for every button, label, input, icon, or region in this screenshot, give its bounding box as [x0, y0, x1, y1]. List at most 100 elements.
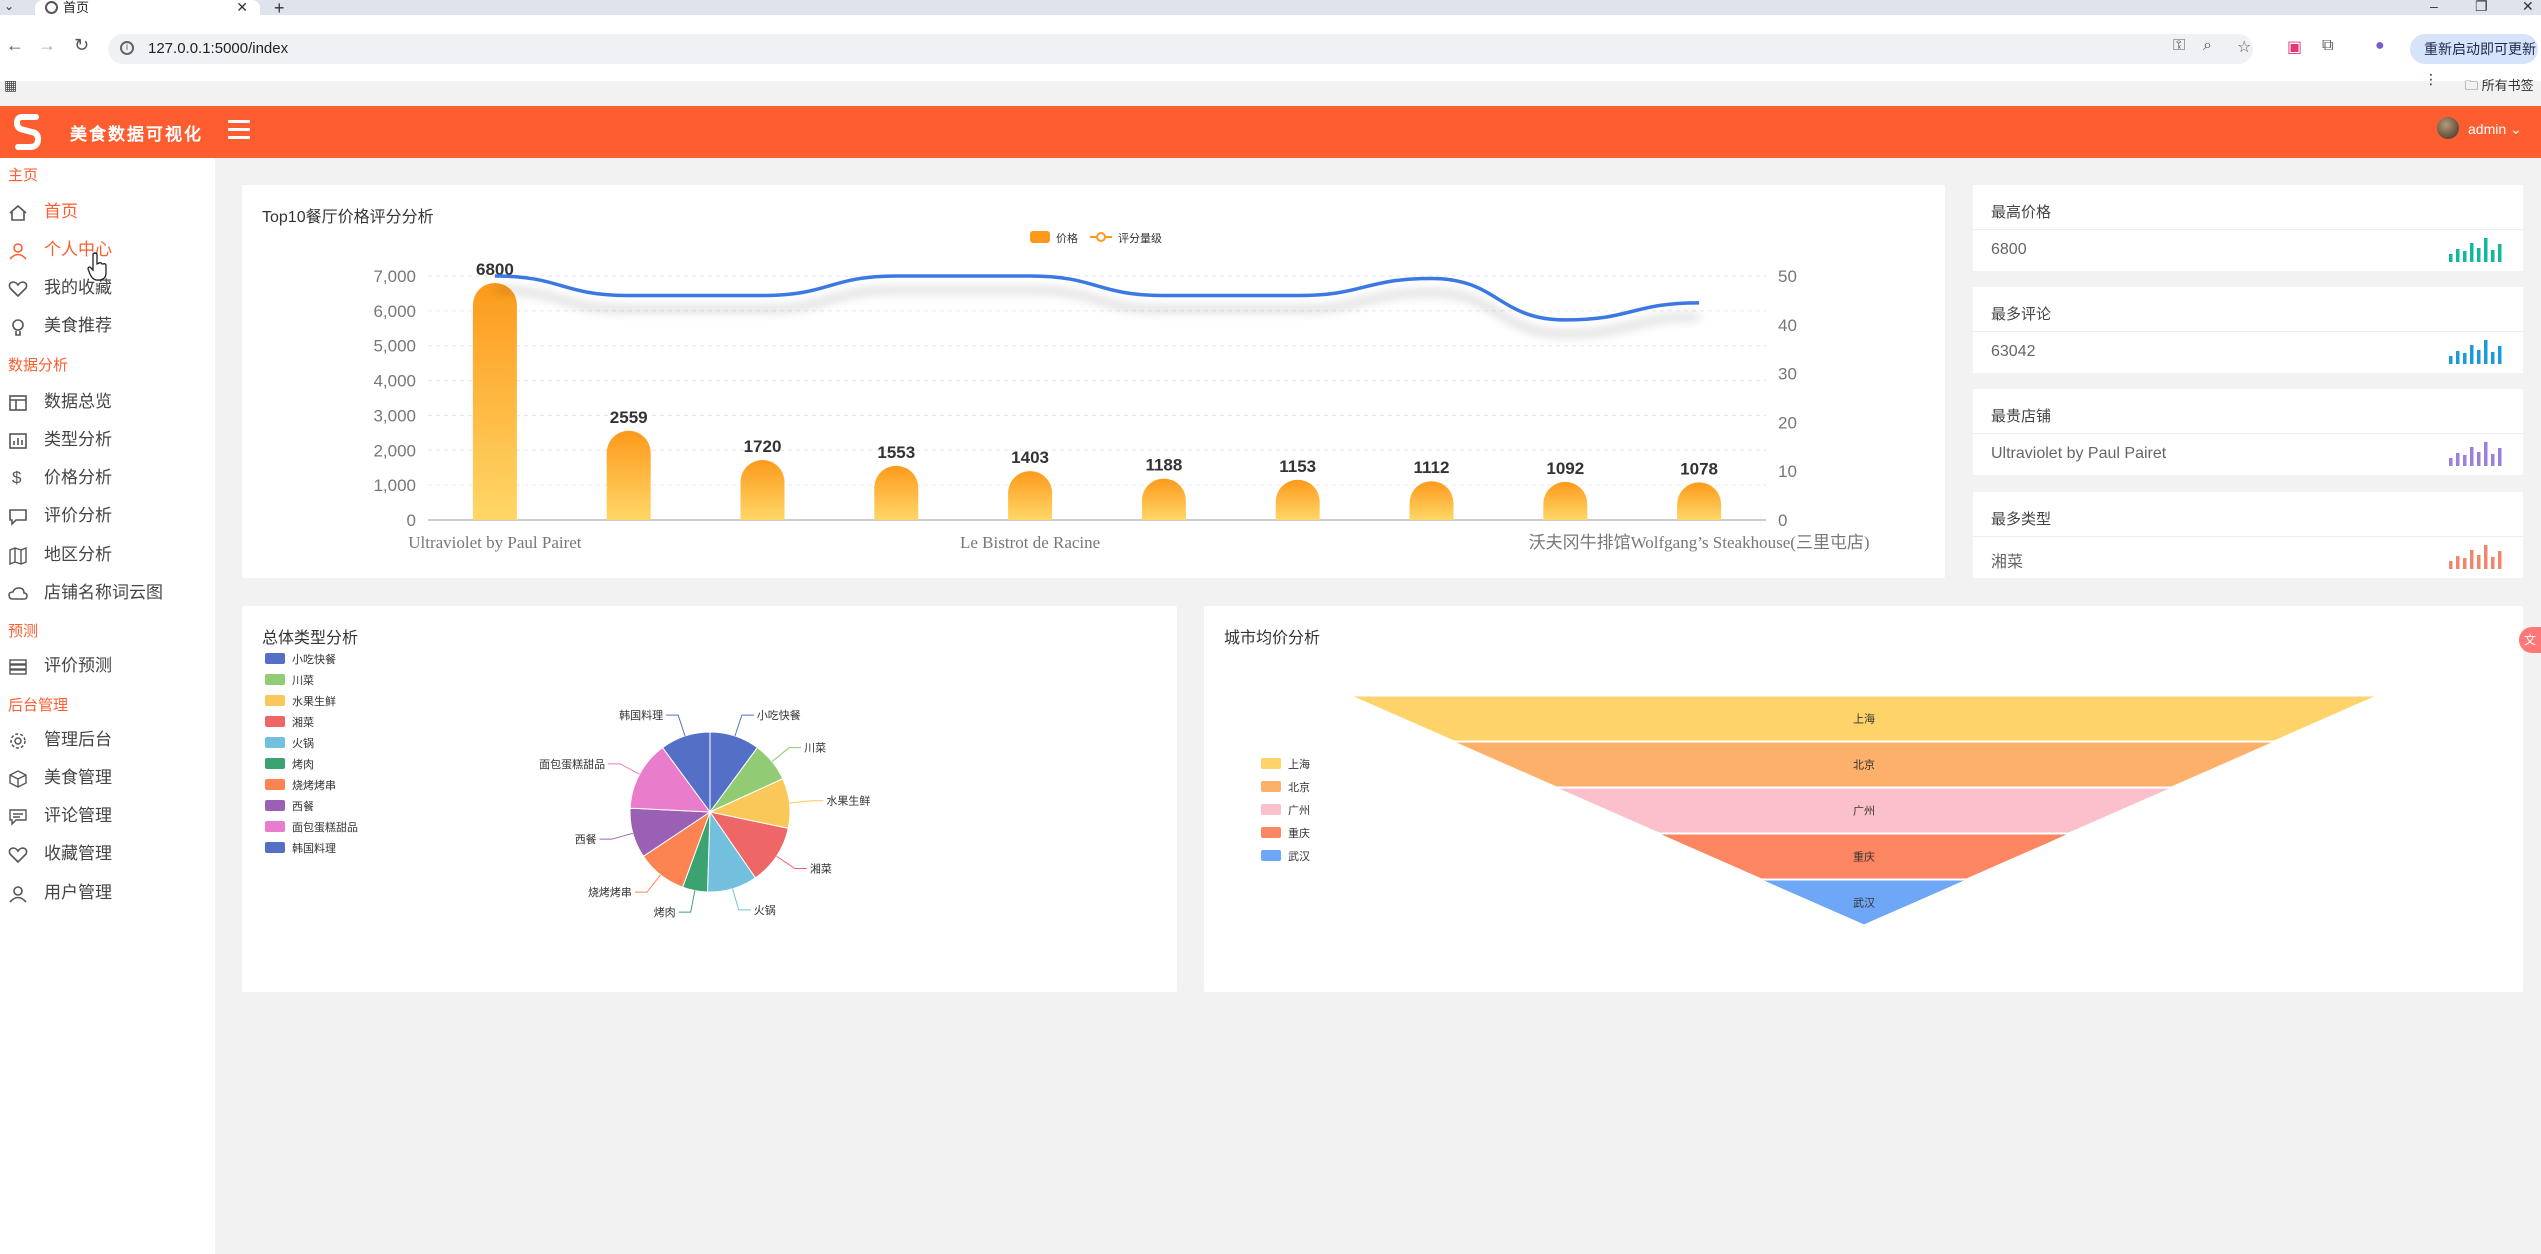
legend-label: 广州 [1288, 804, 1310, 817]
sparkline-bar [2470, 243, 2474, 262]
password-key-icon[interactable]: ⚿ [2173, 37, 2186, 54]
sparkline-bar [2498, 346, 2502, 364]
sparkline-bar [2449, 458, 2453, 466]
legend-swatch [265, 674, 285, 685]
pie-label: 湘菜 [810, 861, 832, 875]
pie-label: 西餐 [575, 832, 597, 846]
type-pie-chart[interactable]: 小吃快餐川菜水果生鲜湘菜火锅烤肉烧烤烤串西餐面包蛋糕甜品韩国料理小吃快餐川菜水果… [242, 606, 1177, 992]
legend-swatch [265, 695, 285, 706]
browser-tabstrip: ⌄ 首页 ✕ + – ❐ ✕ [0, 0, 2541, 18]
url-text[interactable]: 127.0.0.1:5000/index [148, 40, 289, 57]
y-tick-label: 6,000 [373, 302, 416, 321]
sidebar-item-food-manage[interactable]: 美食管理 [8, 764, 208, 792]
restore-icon[interactable]: ❐ [2475, 0, 2488, 14]
puzzle-icon[interactable]: ⧉ [2322, 37, 2334, 54]
minimize-icon[interactable]: – [2430, 0, 2438, 14]
sidebar-item-price[interactable]: $ 价格分析 [8, 464, 208, 492]
legend-label: 湘菜 [292, 715, 314, 729]
table-icon [9, 395, 27, 411]
sidebar-item-home[interactable]: 首页 [8, 198, 208, 226]
cloud-icon [8, 587, 28, 600]
sparkline-bar [2491, 352, 2495, 364]
relaunch-update-button[interactable]: 重新启动即可更新 ⋮ [2410, 34, 2538, 87]
y2-tick-label: 0 [1778, 511, 1787, 530]
bookmark-star-icon[interactable]: ☆ [2237, 39, 2252, 56]
avatar[interactable] [2437, 117, 2459, 139]
bar-value-label: 6800 [476, 260, 514, 279]
gear-icon [10, 733, 26, 749]
sidebar-item-type[interactable]: 类型分析 [8, 426, 208, 454]
sparkline-bar [2463, 251, 2467, 262]
browser-tab[interactable]: 首页 ✕ [35, 0, 260, 15]
translate-float-icon[interactable]: 文 [2519, 627, 2541, 653]
site-info-icon[interactable]: i [120, 41, 134, 55]
legend-label: 火锅 [292, 737, 314, 750]
zoom-icon[interactable]: ⌕ [2203, 37, 2212, 54]
menu-toggle-icon[interactable] [228, 120, 250, 144]
sidebar-item-favorite-manage[interactable]: 收藏管理 [8, 840, 208, 868]
funnel-segment [1351, 695, 2377, 742]
close-tab-icon[interactable]: ✕ [236, 0, 248, 15]
sparkline-icon [2449, 545, 2502, 569]
legend-swatch [1030, 231, 1050, 243]
dollar-icon: $ [12, 468, 22, 487]
y2-tick-label: 30 [1778, 365, 1797, 384]
tab-list-icon[interactable]: ⌄ [4, 0, 15, 13]
apps-grid-icon[interactable]: ▦ [4, 77, 18, 93]
sidebar-item-profile[interactable]: 个人中心 [8, 236, 208, 264]
pie-slice [661, 731, 711, 814]
sparkline-bar [2456, 453, 2460, 466]
sidebar-item-user-manage[interactable]: 用户管理 [8, 879, 208, 907]
sidebar-item-predict[interactable]: 评价预测 [8, 652, 208, 680]
sparkline-bar [2449, 356, 2453, 364]
sidebar-item-admin[interactable]: 管理后台 [8, 726, 208, 754]
funnel-segment [1658, 833, 2070, 880]
stat-card-most-comments: 最多评论 63042 [1973, 287, 2523, 373]
forward-icon[interactable]: → [38, 35, 56, 55]
sparkline-bar [2456, 556, 2460, 569]
globe-icon [45, 1, 58, 14]
stat-title: 最多类型 [1991, 511, 2052, 528]
all-bookmarks[interactable]: 🗀 所有书签 [2465, 78, 2534, 93]
address-bar[interactable]: i 127.0.0.1:5000/index [108, 34, 2253, 64]
sidebar-item-rating[interactable]: 评价分析 [8, 502, 208, 530]
new-tab-icon[interactable]: + [274, 0, 285, 18]
sparkline-bar [2449, 254, 2453, 262]
window-close-icon[interactable]: ✕ [2522, 0, 2534, 14]
sidebar-item-overview[interactable]: 数据总览 [8, 388, 208, 416]
bar-value-label: 1553 [877, 443, 915, 462]
pie-label-line [789, 800, 824, 804]
logo-icon [14, 114, 42, 150]
sparkline-icon [2449, 442, 2502, 466]
sidebar-item-comment-manage[interactable]: 评论管理 [8, 802, 208, 830]
sparkline-bar [2470, 447, 2474, 466]
user-menu[interactable]: admin ⌄ [2468, 121, 2522, 137]
back-icon[interactable]: ← [6, 35, 24, 55]
sidebar-item-wordcloud[interactable]: 店铺名称词云图 [8, 579, 208, 607]
sidebar-item-recommend[interactable]: 美食推荐 [8, 312, 208, 340]
funnel-segment [1556, 787, 2172, 834]
y-tick-label: 0 [407, 511, 416, 530]
reload-icon[interactable]: ↻ [74, 35, 90, 55]
top10-bar-line-chart[interactable]: 0 1,000 2,000 3,000 4,000 5,000 6,000 7,000 0 10 2… [242, 185, 1945, 578]
sidebar-item-region[interactable]: 地区分析 [8, 541, 208, 569]
sparkline-bar [2470, 550, 2474, 569]
profile-icon[interactable]: ● [2375, 37, 2385, 54]
extension-icon[interactable]: ▣ [2287, 39, 2303, 56]
legend-label: 价格 [1056, 231, 1078, 245]
sidebar-item-label: 类型分析 [44, 430, 112, 449]
pie-label-line [666, 714, 686, 737]
sparkline-bar [2491, 250, 2495, 262]
stat-card-max-price: 最高价格 6800 [1973, 185, 2523, 271]
sidebar-item-favorites[interactable]: 我的收藏 [8, 274, 208, 302]
city-funnel-title: 城市均价分析 [1224, 630, 1321, 647]
sparkline-bar [2456, 351, 2460, 364]
stat-card-most-type: 最多类型 湘菜 [1973, 492, 2523, 578]
sparkline-bar [2463, 558, 2467, 569]
top10-chart-card: Top10餐厅价格评分分析 [242, 185, 1945, 578]
bar-value-label: 1078 [1680, 459, 1718, 478]
sparkline-bar [2477, 452, 2481, 466]
sparkline-icon [2449, 340, 2502, 364]
sidebar-item-label: 评价预测 [44, 656, 112, 675]
